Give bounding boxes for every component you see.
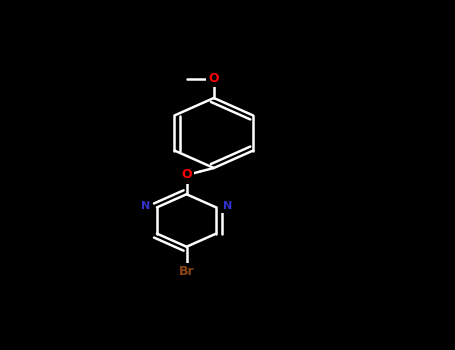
Text: N: N (141, 201, 150, 211)
Text: O: O (208, 72, 219, 85)
Text: O: O (181, 168, 192, 182)
Text: N: N (223, 201, 232, 211)
Text: Br: Br (179, 265, 194, 278)
